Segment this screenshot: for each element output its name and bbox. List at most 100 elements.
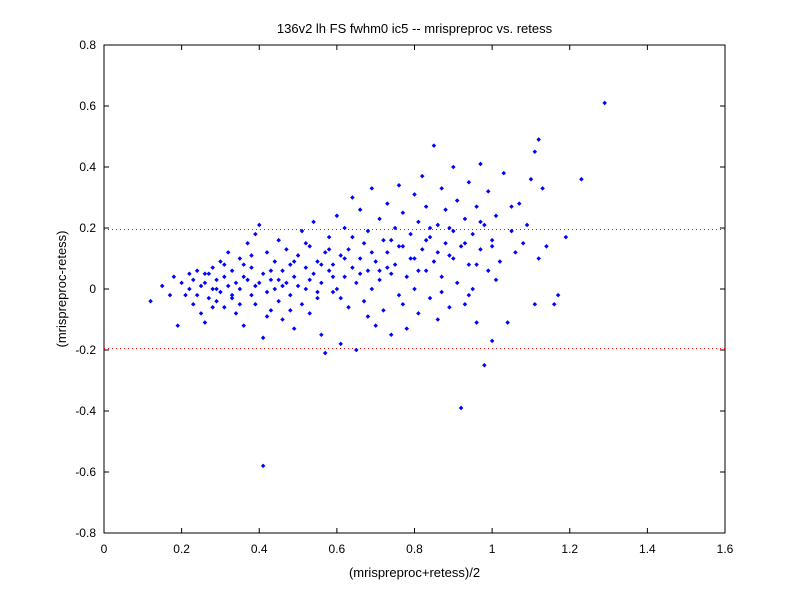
- data-point: [555, 292, 561, 298]
- data-point: [365, 268, 371, 273]
- data-point: [218, 259, 223, 264]
- data-point: [346, 247, 351, 252]
- data-point: [427, 234, 433, 240]
- data-point: [423, 204, 429, 209]
- data-point: [412, 286, 417, 292]
- data-point: [462, 240, 468, 246]
- y-tick-label: 0.2: [79, 221, 96, 235]
- data-point: [222, 262, 227, 267]
- data-point: [451, 256, 456, 261]
- data-point: [489, 237, 495, 243]
- data-point: [408, 256, 413, 261]
- data-point: [404, 326, 410, 331]
- data-point: [400, 301, 406, 307]
- data-point: [497, 259, 503, 264]
- data-point: [319, 262, 324, 267]
- data-point: [338, 341, 344, 347]
- data-point: [330, 289, 336, 295]
- data-point: [272, 259, 278, 264]
- data-point: [288, 308, 293, 313]
- data-point: [191, 301, 196, 307]
- x-axis: 0 0.2 0.4 0.6 0.8 1 1.2 1.4 1.6: [101, 45, 734, 556]
- data-point: [369, 286, 375, 292]
- data-point: [315, 295, 320, 301]
- data-point: [416, 219, 421, 225]
- data-point: [260, 271, 266, 277]
- data-point: [458, 405, 464, 411]
- data-point: [501, 170, 507, 176]
- data-point: [237, 301, 243, 307]
- data-point: [423, 237, 429, 243]
- y-tick-label: -0.2: [75, 343, 96, 357]
- data-point: [474, 262, 479, 267]
- data-point: [350, 265, 355, 270]
- x-tick-label: 0.4: [251, 542, 268, 556]
- data-point: [218, 289, 223, 295]
- data-point: [443, 207, 448, 212]
- data-point: [346, 305, 351, 310]
- data-point: [485, 189, 491, 194]
- data-point: [466, 292, 472, 298]
- data-point: [260, 463, 266, 469]
- data-point: [295, 283, 301, 289]
- data-point: [311, 271, 316, 277]
- data-point: [307, 277, 312, 283]
- data-point: [357, 207, 363, 212]
- data-point: [229, 292, 235, 298]
- data-point: [171, 274, 177, 280]
- data-point: [303, 265, 309, 270]
- data-point: [334, 286, 340, 292]
- data-point: [280, 317, 285, 322]
- data-point: [241, 323, 246, 328]
- data-point: [330, 274, 336, 280]
- data-point: [385, 201, 390, 206]
- data-point: [307, 244, 312, 249]
- data-point: [264, 314, 270, 319]
- data-point: [416, 311, 421, 316]
- data-point: [443, 240, 448, 246]
- data-point: [439, 274, 444, 280]
- data-point: [431, 143, 437, 148]
- data-point: [357, 271, 363, 277]
- data-point: [237, 286, 243, 292]
- data-point: [489, 338, 495, 344]
- data-point: [454, 280, 460, 286]
- data-point: [427, 295, 433, 301]
- data-point: [315, 259, 320, 264]
- data-point: [202, 320, 208, 325]
- data-point: [315, 289, 320, 295]
- data-point: [482, 362, 487, 368]
- y-tick-label: 0.8: [79, 38, 96, 52]
- data-point: [350, 234, 355, 240]
- data-point: [210, 305, 215, 310]
- data-point: [295, 253, 301, 258]
- data-point: [493, 277, 499, 283]
- data-point: [435, 317, 441, 322]
- data-point: [191, 277, 196, 283]
- data-point: [377, 268, 382, 273]
- data-point: [284, 280, 289, 286]
- data-point: [462, 216, 468, 222]
- data-point: [291, 274, 297, 280]
- data-point: [280, 283, 285, 289]
- data-point: [288, 262, 293, 267]
- x-tick-label: 1.6: [717, 542, 734, 556]
- data-point: [291, 326, 297, 331]
- data-point: [462, 301, 468, 307]
- x-tick-label: 0.2: [173, 542, 190, 556]
- data-point: [388, 271, 394, 277]
- data-point: [319, 332, 324, 338]
- data-point: [179, 280, 184, 286]
- data-point: [291, 259, 297, 264]
- data-point: [342, 274, 347, 280]
- data-point: [532, 301, 538, 307]
- data-point: [431, 259, 437, 264]
- data-point: [303, 286, 309, 292]
- data-point: [319, 280, 324, 286]
- data-point: [272, 286, 278, 292]
- data-point: [485, 268, 491, 273]
- data-point: [326, 247, 332, 252]
- data-point: [280, 268, 285, 273]
- data-point: [357, 256, 363, 261]
- data-point: [482, 222, 487, 228]
